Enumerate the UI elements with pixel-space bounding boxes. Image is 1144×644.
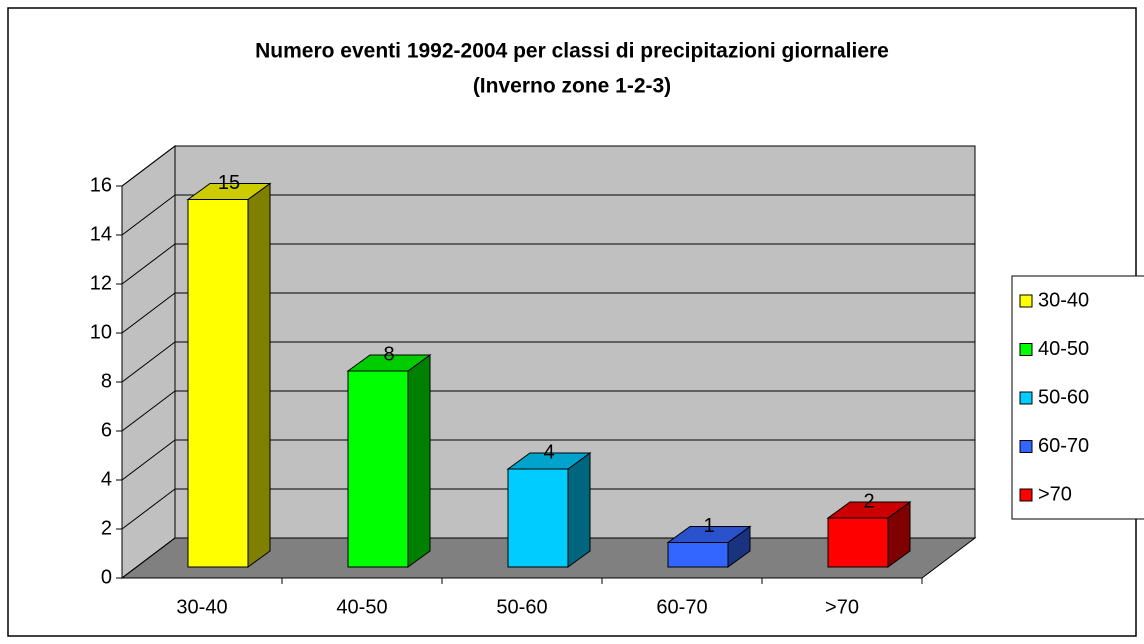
legend-swatch [1019,391,1033,405]
legend [1011,275,1144,520]
legend-swatch [1019,488,1033,502]
bar-side [407,354,431,568]
legend-swatch [1019,343,1033,356]
data-label: 2 [863,490,874,512]
grid-line [121,488,176,530]
grid-line [121,145,176,187]
y-tick-label: 16 [90,174,112,196]
chart-subtitle: (Inverno zone 1-2-3) [473,75,671,98]
x-tick-label: 40-50 [336,596,387,618]
bar [187,199,249,568]
grid-line [121,537,176,579]
bar-side [567,452,591,568]
y-tick-label: 8 [101,370,112,392]
legend-label: 40-50 [1038,338,1089,360]
x-tick-label: >70 [825,596,859,618]
x-tick-label: 30-40 [176,596,227,618]
y-tick-label: 6 [101,419,112,441]
y-tick-label: 12 [90,272,112,294]
chart-title: Numero eventi 1992-2004 per classi di pr… [255,40,889,63]
bar [507,468,569,568]
grid-line [121,243,176,285]
data-label: 4 [543,441,554,463]
x-tick-label: 50-60 [496,596,547,618]
x-tick-label: 60-70 [656,596,707,618]
y-tick-label: 10 [90,321,112,343]
grid-line [121,194,176,236]
data-label: 8 [383,343,394,365]
legend-label: 30-40 [1038,289,1089,311]
bar [827,517,889,568]
bar [347,370,409,568]
legend-label: >70 [1038,483,1072,505]
y-tick-label: 14 [90,223,112,245]
y-tick-label: 4 [101,468,112,490]
grid-line [121,439,176,481]
y-tick-label: 0 [101,566,112,588]
legend-label: 50-60 [1038,386,1089,408]
grid-line [121,341,176,383]
bar-side [247,182,271,568]
grid-line [121,390,176,432]
grid-line [121,292,176,334]
y-tick-label: 2 [101,517,112,539]
legend-swatch [1019,294,1033,308]
data-label: 1 [703,515,714,537]
data-label: 15 [218,172,240,194]
bar [667,542,729,568]
legend-label: 60-70 [1038,435,1089,457]
legend-swatch [1019,440,1033,453]
